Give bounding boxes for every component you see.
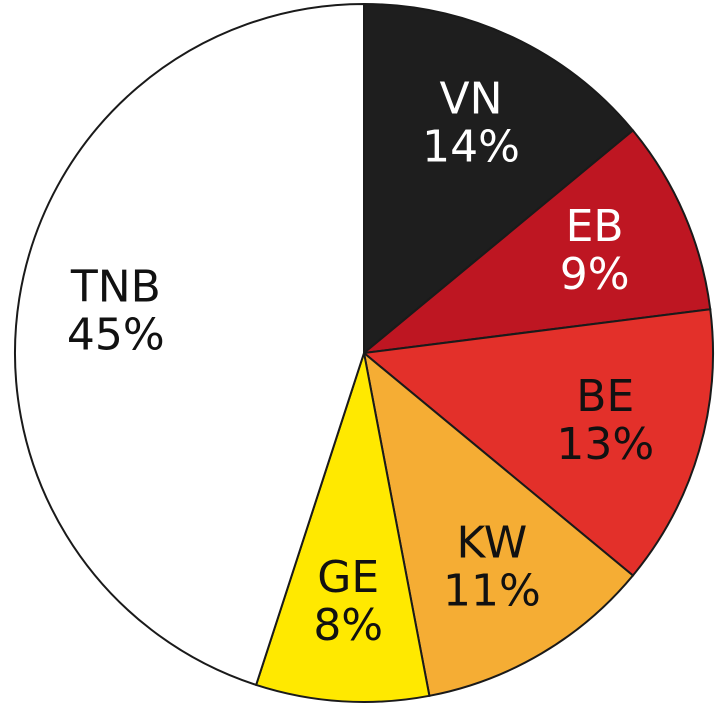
pie-slice — [361, 308, 714, 577]
pie-slice — [254, 352, 431, 703]
pie-slice — [360, 129, 712, 355]
slice-name: KW — [457, 517, 528, 568]
slice-name: GE — [317, 552, 379, 603]
slice-value-label: 9% — [560, 249, 630, 300]
slice-name: BE — [576, 371, 634, 422]
slice-value-label: 11% — [443, 565, 541, 616]
slice-name: VN — [439, 74, 502, 125]
pie-slice — [362, 350, 635, 697]
slice-value-label: 8% — [313, 600, 383, 651]
slice-value-label: 45% — [67, 310, 165, 361]
slice-value-label: 14% — [422, 122, 520, 173]
slice-value-label: 13% — [556, 419, 654, 470]
pie-slice — [14, 2, 365, 687]
slice-name: EB — [566, 201, 624, 252]
slice-name: TNB — [70, 262, 161, 313]
pie-slice — [363, 2, 635, 356]
